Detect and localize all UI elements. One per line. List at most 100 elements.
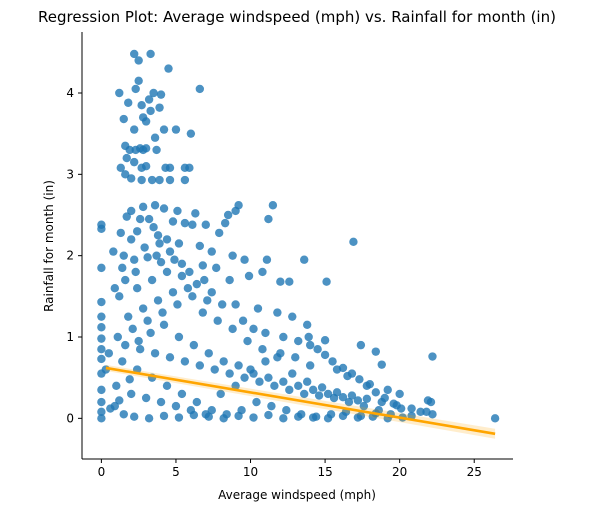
regression-line bbox=[105, 366, 496, 436]
scatter-point bbox=[371, 347, 380, 356]
scatter-point bbox=[234, 411, 243, 421]
scatter-point bbox=[355, 375, 364, 384]
x-axis-label: Average windspeed (mph) bbox=[218, 488, 376, 502]
scatter-point bbox=[220, 218, 230, 228]
scatter-point bbox=[219, 357, 228, 366]
scatter-point bbox=[146, 49, 155, 59]
scatter-point bbox=[207, 247, 216, 256]
scatter-point bbox=[255, 377, 264, 386]
scatter-point bbox=[201, 220, 210, 229]
scatter-point bbox=[97, 354, 106, 364]
scatter-point bbox=[323, 414, 333, 423]
scatter-point bbox=[185, 267, 194, 277]
scatter-point bbox=[110, 284, 120, 293]
scatter-point bbox=[140, 243, 149, 252]
scatter-point bbox=[135, 214, 145, 224]
scatter-point bbox=[258, 345, 267, 354]
scatter-point bbox=[332, 365, 342, 374]
scatter-point bbox=[127, 389, 136, 399]
scatter-point bbox=[258, 267, 267, 277]
scatter-point bbox=[261, 357, 270, 366]
scatter-point bbox=[124, 98, 133, 107]
scatter-point bbox=[127, 174, 136, 183]
scatter-point bbox=[262, 255, 272, 264]
y-axis-ticks: 0 1 2 3 4 bbox=[66, 86, 82, 425]
scatter-point bbox=[219, 414, 228, 423]
scatter-point bbox=[300, 389, 309, 399]
scatter-point bbox=[279, 377, 288, 386]
x-axis-ticks: 0 5 10 15 20 25 bbox=[98, 459, 482, 479]
scatter-point bbox=[144, 214, 154, 224]
scatter-point bbox=[132, 284, 142, 293]
scatter-point bbox=[344, 397, 354, 407]
scatter-point bbox=[171, 401, 181, 411]
scatter-point bbox=[426, 397, 436, 407]
scatter-point bbox=[122, 212, 131, 221]
scatter-point bbox=[490, 414, 500, 423]
scatter-point bbox=[198, 261, 207, 270]
scatter-point bbox=[270, 381, 279, 390]
scatter-point bbox=[362, 394, 372, 404]
scatter-point bbox=[156, 257, 166, 267]
scatter-point bbox=[180, 357, 190, 366]
scatter-point bbox=[268, 201, 278, 210]
scatter-point bbox=[273, 353, 282, 362]
scatter-point bbox=[174, 413, 184, 422]
scatter-point bbox=[162, 235, 172, 244]
scatter-point bbox=[110, 401, 120, 411]
scatter-point bbox=[173, 300, 182, 309]
scatter-point bbox=[317, 383, 327, 392]
scatter-point bbox=[138, 304, 148, 313]
scatter-point bbox=[320, 336, 330, 345]
chart-title: Regression Plot: Average windspeed (mph)… bbox=[38, 8, 556, 26]
scatter-point bbox=[143, 316, 152, 325]
scatter-point bbox=[276, 277, 285, 286]
scatter-point bbox=[115, 396, 124, 405]
scatter-point bbox=[162, 267, 172, 277]
scatter-point bbox=[121, 170, 130, 179]
scatter-point bbox=[137, 101, 146, 110]
scatter-point bbox=[308, 385, 318, 395]
scatter-point bbox=[177, 389, 187, 399]
scatter-point bbox=[279, 332, 288, 342]
scatter-point bbox=[294, 381, 303, 390]
scatter-point bbox=[150, 349, 160, 358]
scatter-point bbox=[119, 114, 128, 124]
scatter-point bbox=[332, 388, 342, 397]
scatter-point bbox=[130, 157, 139, 167]
scatter-point bbox=[173, 206, 182, 216]
y-tick-label: 3 bbox=[66, 167, 74, 181]
scatter-point bbox=[204, 349, 213, 358]
scatter-point bbox=[313, 345, 322, 354]
scatter-point bbox=[189, 410, 199, 420]
scatter-point bbox=[238, 316, 248, 325]
scatter-point bbox=[153, 296, 163, 305]
scatter-point bbox=[125, 375, 134, 384]
scatter-point bbox=[134, 76, 143, 86]
scatter-point bbox=[377, 360, 386, 369]
scatter-point bbox=[153, 231, 163, 240]
scatter-point bbox=[171, 125, 181, 134]
scatter-point bbox=[264, 410, 273, 420]
scatter-point bbox=[203, 296, 212, 305]
scatter-point bbox=[131, 267, 140, 277]
scatter-point bbox=[156, 397, 166, 407]
scatter-point bbox=[183, 284, 193, 293]
scatter-point bbox=[168, 217, 178, 226]
scatter-point bbox=[328, 357, 337, 366]
scatter-point bbox=[323, 389, 333, 399]
scatter-point bbox=[308, 413, 318, 422]
scatter-point bbox=[371, 388, 380, 397]
scatter-point bbox=[192, 397, 202, 407]
scatter-point bbox=[285, 277, 294, 286]
scatter-point bbox=[97, 263, 106, 273]
scatter-point bbox=[200, 275, 209, 285]
scatter-point bbox=[149, 223, 158, 232]
y-tick-label: 0 bbox=[66, 411, 74, 425]
scatter-point bbox=[213, 316, 222, 325]
x-tick-label: 10 bbox=[243, 465, 258, 479]
scatter-point bbox=[174, 332, 184, 342]
x-tick-label: 25 bbox=[467, 465, 482, 479]
x-tick-label: 5 bbox=[172, 465, 180, 479]
scatter-point bbox=[252, 397, 261, 407]
